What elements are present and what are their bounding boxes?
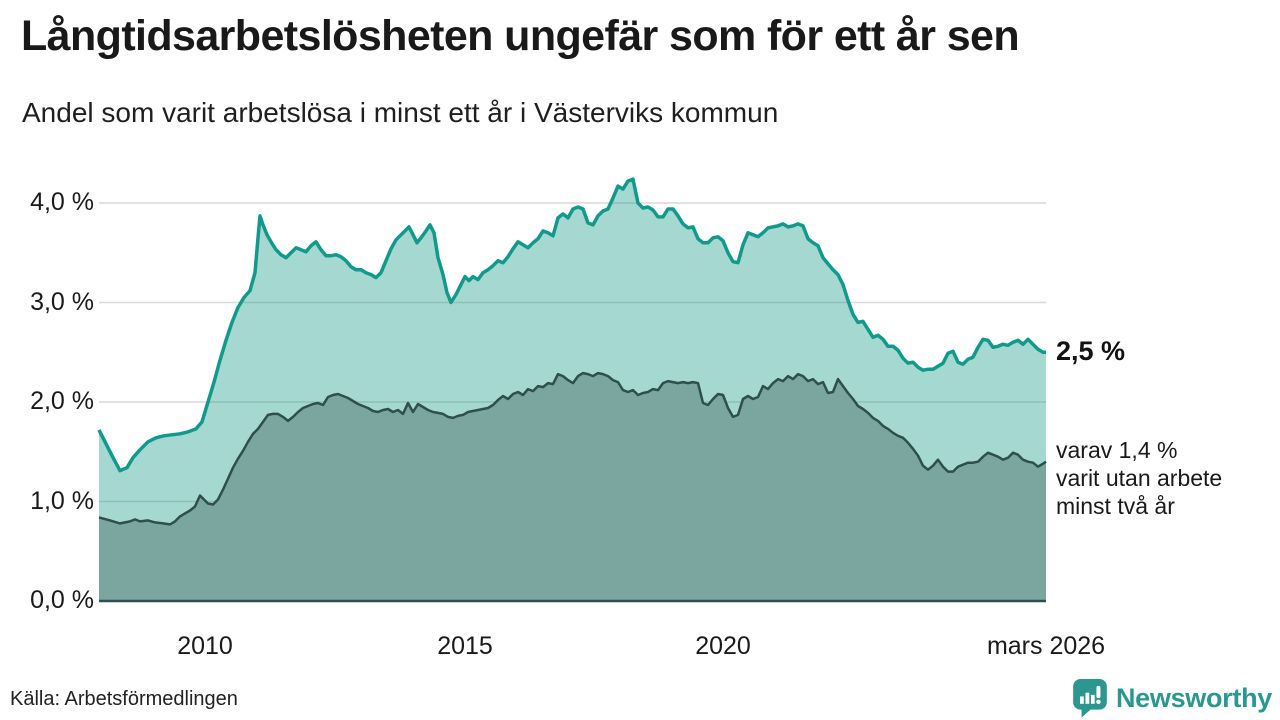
- y-tick-label: 3,0 %: [30, 287, 94, 316]
- line-one-year: [97, 177, 1046, 473]
- secondary-annotation-line: minst två år: [1056, 493, 1175, 519]
- brand-name: Newsworthy: [1115, 682, 1272, 713]
- line-two-years: [98, 371, 1047, 526]
- x-tick-label: 2010: [177, 632, 233, 660]
- chart-subtitle: Andel som varit arbetslösa i minst ett å…: [22, 97, 779, 128]
- latest-value-label: 2,5 %: [1056, 336, 1126, 366]
- y-tick-label: 4,0 %: [30, 188, 94, 216]
- secondary-annotation-line: varit utan arbete: [1056, 465, 1223, 491]
- x-tick-label: 2015: [437, 632, 493, 660]
- page-title: Långtidsarbetslösheten ungefär som för e…: [21, 12, 1020, 60]
- x-tick-label: 2020: [695, 632, 751, 660]
- secondary-annotation: varav 1,4 % varit utan arbete minst två …: [1056, 436, 1222, 520]
- secondary-annotation-line: varav 1,4 %: [1056, 437, 1178, 463]
- y-tick-label: 2,0 %: [30, 387, 94, 415]
- newsworthy-bubble-icon: [1073, 679, 1107, 718]
- area-two-years: [99, 373, 1046, 601]
- y-tick-label: 1,0 %: [30, 486, 94, 515]
- source-note: Källa: Arbetsförmedlingen: [10, 688, 238, 710]
- brand-logo: Newsworthy: [1072, 678, 1272, 718]
- x-tick-label: mars 2026: [986, 632, 1106, 660]
- y-tick-label: 0,0 %: [30, 586, 94, 614]
